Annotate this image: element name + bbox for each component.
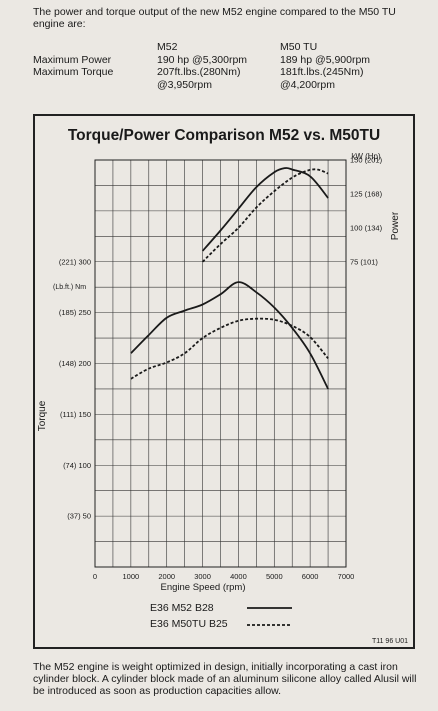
axis-ticks: 0 1000 2000 3000 4000 5000 6000 7000 (37) 50 (74)… [59, 156, 383, 582]
spec-label: Maximum Power [33, 53, 112, 66]
chart-title: Torque/Power Comparison M52 vs. M50TU [68, 127, 380, 144]
torque-tick-label: (185) 250 [59, 308, 91, 317]
torque-tick-label: (111) 150 [60, 410, 91, 419]
legend-label-m52: E36 M52 B28 [150, 602, 214, 614]
spec-value-m52: 207ft.lbs.(280Nm) [157, 66, 241, 78]
m52-torque-line [130, 281, 329, 390]
x-tick-label: 5000 [266, 572, 283, 581]
power-tick-label: 75 (101) [350, 257, 378, 266]
figure-id: T11 96 U01 [372, 638, 408, 645]
chart-panel: Torque/Power Comparison M52 vs. M50TU kW… [33, 114, 415, 649]
power-tick-label: 150 (201) [350, 156, 383, 165]
grid [95, 160, 346, 567]
plot-frame [94, 159, 347, 568]
torque-tick-label: (37) 50 [67, 512, 91, 521]
spec-header-m52: M52 [157, 41, 178, 53]
spec-row-torque: Maximum Torque 207ft.lbs.(280Nm) 181ft.l… [33, 66, 393, 79]
footer-text: The M52 engine is weight optimized in de… [33, 661, 417, 697]
spec-value-m52: @3,950rpm [157, 78, 213, 91]
spec-table: M52 M50 TU Maximum Power 190 hp @5,300rp… [33, 41, 393, 91]
m52-power-line [201, 167, 329, 252]
intro-text: The power and torque output of the new M… [33, 6, 396, 30]
x-tick-label: 6000 [302, 572, 319, 581]
spec-value-m50tu: 189 hp @5,900rpm [280, 53, 371, 66]
torque-tick-label: (148) 200 [59, 359, 91, 368]
x-axis-label: Engine Speed (rpm) [160, 582, 245, 593]
spec-header-row: M52 M50 TU [33, 41, 393, 54]
spec-label: Maximum Torque [33, 66, 114, 78]
torque-tick-label: (221) 300 [59, 257, 91, 266]
x-tick-label: 7000 [338, 572, 355, 581]
m50tu-power-line [201, 168, 329, 263]
torque-power-chart: Torque/Power Comparison M52 vs. M50TU kW… [37, 127, 408, 645]
power-unit-label: kW (Hp) [351, 152, 381, 161]
spec-value-m50tu: @4,200rpm [280, 78, 336, 91]
spec-value-m52: 190 hp @5,300rpm [157, 53, 248, 66]
x-tick-label: 0 [93, 572, 97, 581]
torque-unit-label: (Lb.ft.) Nm [53, 284, 86, 291]
m50tu-torque-line [130, 317, 329, 380]
spec-row-power: Maximum Power 190 hp @5,300rpm 189 hp @5… [33, 54, 393, 67]
legend: E36 M52 B28 E36 M50TU B25 [150, 602, 292, 630]
torque-tick-label: (74) 100 [63, 461, 91, 470]
spec-value-m50tu: 181ft.lbs.(245Nm) [280, 66, 364, 78]
power-tick-label: 125 (168) [350, 189, 383, 198]
series-lines [130, 167, 329, 390]
x-tick-label: 1000 [123, 572, 140, 581]
power-axis-label: Power [390, 211, 401, 240]
x-tick-label: 2000 [158, 572, 175, 581]
x-tick-label: 4000 [230, 572, 247, 581]
power-tick-label: 100 (134) [350, 223, 383, 232]
spec-header-m50tu: M50 TU [280, 41, 318, 53]
spec-label [33, 79, 157, 92]
legend-label-m50tu: E36 M50TU B25 [150, 618, 228, 630]
x-tick-label: 3000 [194, 572, 211, 581]
spec-header-label [33, 41, 157, 54]
torque-axis-label: Torque [37, 400, 48, 431]
spec-row-torque-rpm: @3,950rpm @4,200rpm [33, 79, 393, 92]
